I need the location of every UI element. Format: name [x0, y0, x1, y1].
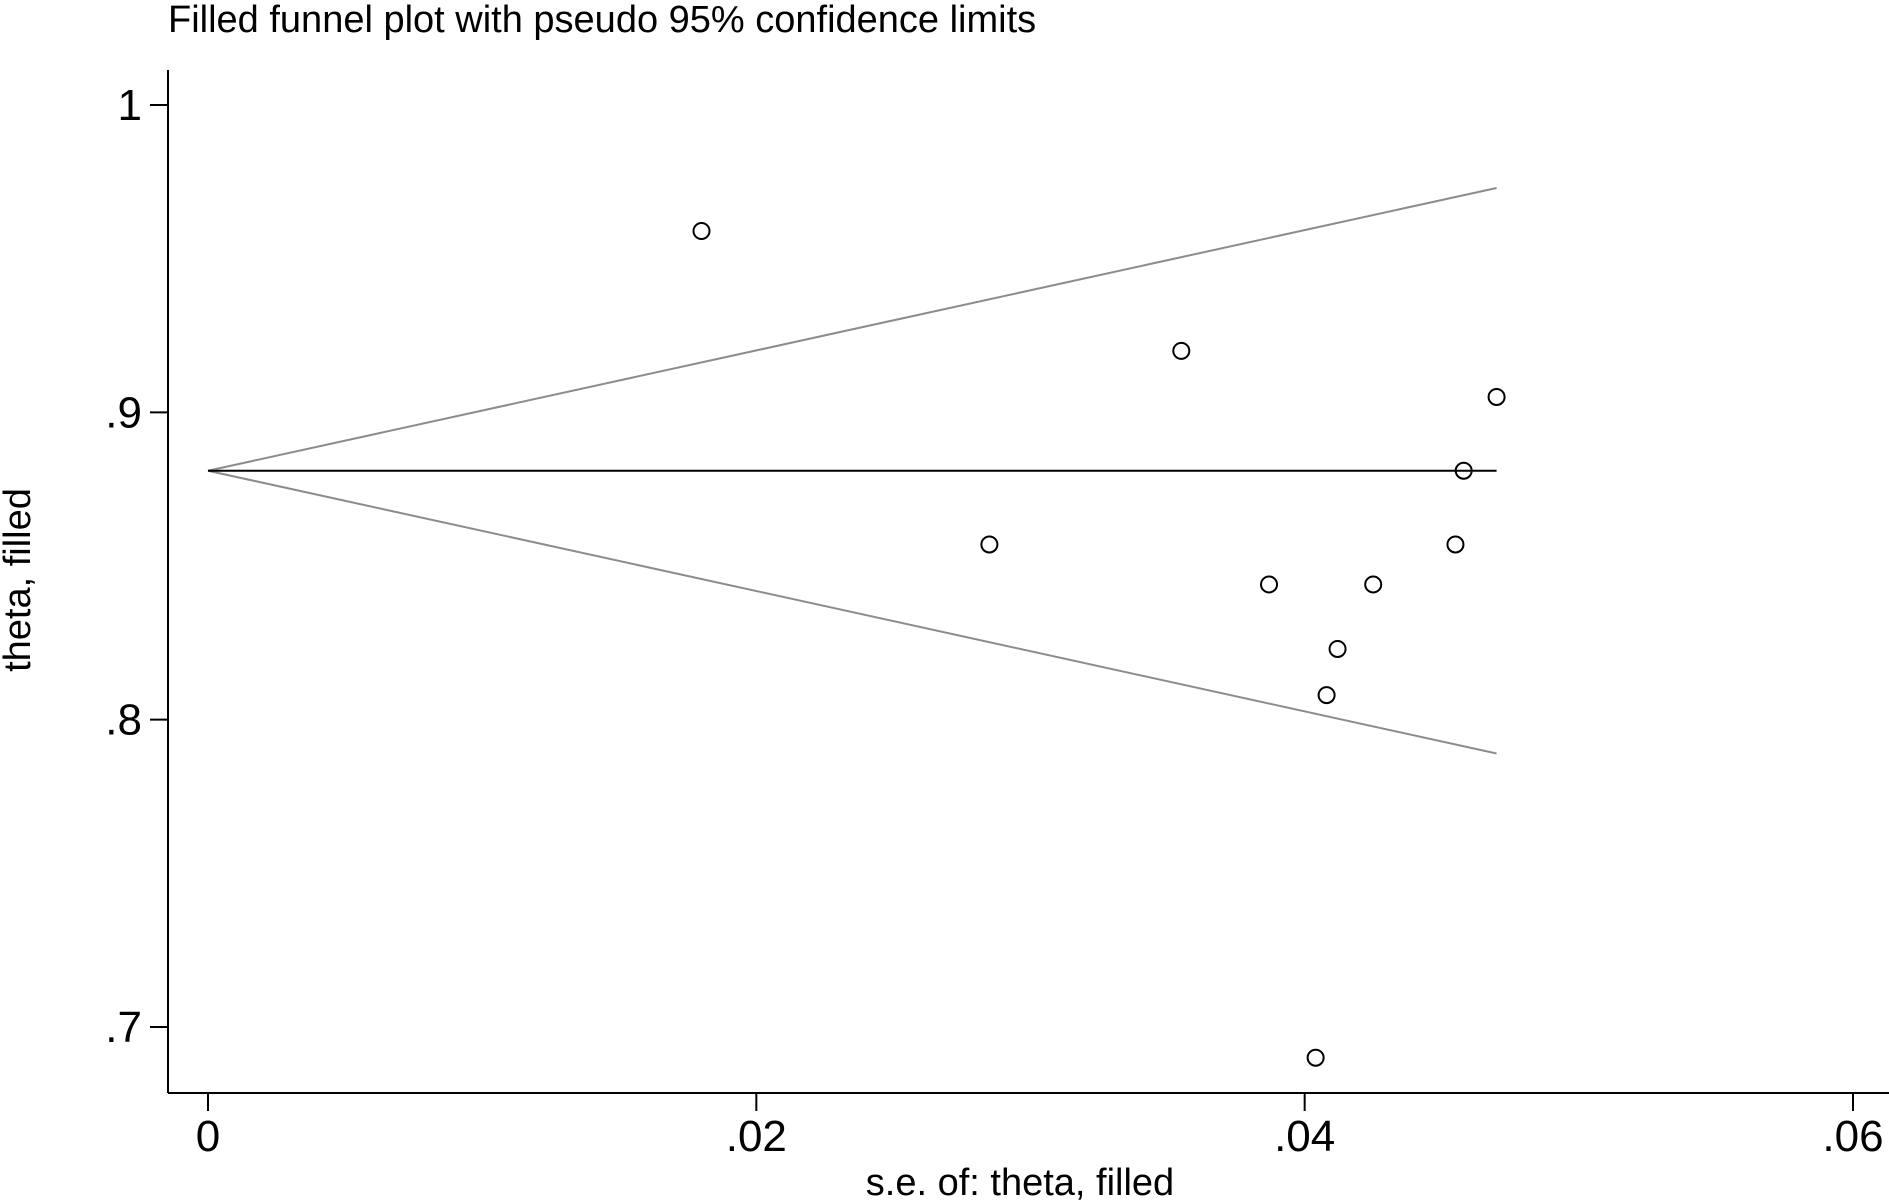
y-axis-title: theta, filled: [0, 488, 39, 672]
data-point: [1364, 575, 1383, 594]
chart-title: Filled funnel plot with pseudo 95% confi…: [168, 0, 1036, 41]
data-point: [1172, 341, 1191, 360]
data-point: [1317, 686, 1336, 705]
y-axis-ticks: .7 .8 .9 1: [105, 81, 168, 1052]
data-point: [692, 222, 711, 241]
x-axis-title: s.e. of: theta, filled: [866, 1162, 1174, 1204]
data-point: [1446, 535, 1465, 554]
data-point: [1328, 639, 1347, 658]
x-tick-label: 0: [196, 1112, 220, 1161]
data-point: [1487, 387, 1506, 406]
y-tick-label: .9: [105, 388, 142, 437]
data-point: [1260, 575, 1279, 594]
data-point: [980, 535, 999, 554]
y-tick-label: .7: [105, 1003, 142, 1052]
plot-area: [207, 187, 1506, 1067]
x-tick-label: .06: [1822, 1112, 1883, 1161]
y-tick-label: .8: [105, 696, 142, 745]
data-point: [1306, 1048, 1325, 1067]
upper-confidence-limit-line: [207, 187, 1497, 472]
x-tick-label: .04: [1274, 1112, 1335, 1161]
data-point: [1454, 461, 1473, 480]
x-axis-ticks: 0 .02 .04 .06: [196, 1093, 1884, 1161]
y-tick-label: 1: [118, 81, 142, 130]
x-tick-label: .02: [726, 1112, 787, 1161]
lower-confidence-limit-line: [207, 469, 1497, 755]
